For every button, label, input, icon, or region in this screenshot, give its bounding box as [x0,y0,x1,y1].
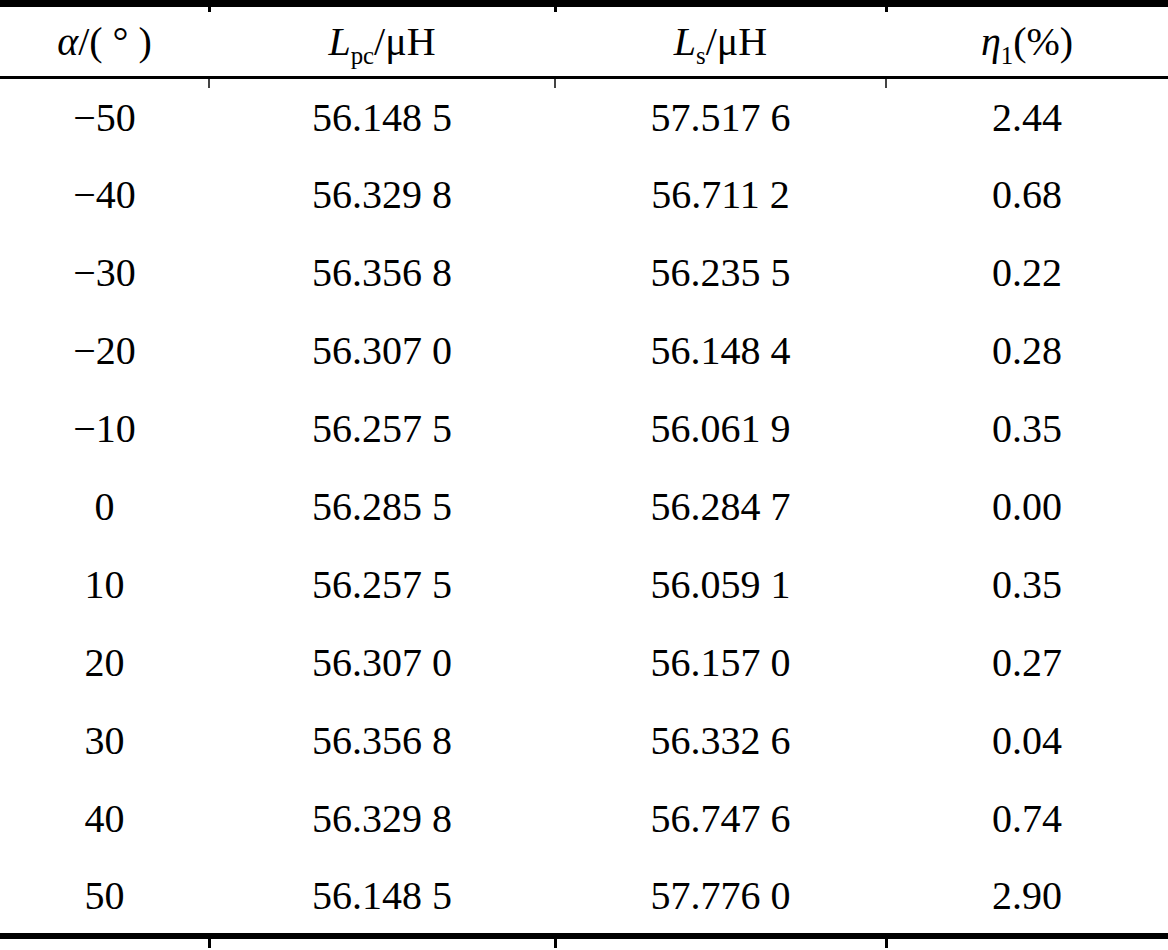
header-eta-symbol: η [981,19,1001,64]
table-cell: 30 [0,702,209,780]
table-cell: 0.28 [886,312,1168,390]
paper-table-page: α/( ° ) Lpc/μH Ls/μH η1(%) −5056.148 557… [0,0,1168,950]
header-ls-unit: /μH [706,19,767,64]
table-cell: 56.157 0 [555,624,886,702]
column-separator-tick [885,79,887,88]
table-cell: 0.04 [886,702,1168,780]
column-separator-tick [208,79,210,88]
column-separator-tick [554,0,557,12]
table-cell: 56.747 6 [555,780,886,858]
table-cell: 56.329 8 [209,780,555,858]
table-cell: −30 [0,234,209,312]
header-lpc-subscript: pc [351,42,374,69]
header-alpha-unit: /( ° ) [78,19,152,64]
table-cell: 0.68 [886,156,1168,234]
column-separator-tick [554,934,557,948]
table-cell: −50 [0,78,209,156]
table-row: −4056.329 856.711 20.68 [0,156,1168,234]
table-header-alpha: α/( ° ) [0,4,209,78]
table-cell: 10 [0,546,209,624]
header-alpha-symbol: α [57,19,78,64]
header-eta-unit: (%) [1013,19,1073,64]
inductance-table: α/( ° ) Lpc/μH Ls/μH η1(%) −5056.148 557… [0,0,1168,939]
table-row: 4056.329 856.747 60.74 [0,780,1168,858]
table-cell: 0.74 [886,780,1168,858]
header-lpc-unit: /μH [374,19,435,64]
table-cell: 20 [0,624,209,702]
table-cell: 0.22 [886,234,1168,312]
table-cell: 57.517 6 [555,78,886,156]
table-row: −5056.148 557.517 62.44 [0,78,1168,156]
table-cell: −20 [0,312,209,390]
table-row: 056.285 556.284 70.00 [0,468,1168,546]
table-cell: 50 [0,858,209,936]
table-cell: 0.00 [886,468,1168,546]
table-cell: 56.148 4 [555,312,886,390]
table-body: −5056.148 557.517 62.44−4056.329 856.711… [0,78,1168,936]
table-cell: 56.307 0 [209,312,555,390]
table-cell: 0.35 [886,546,1168,624]
column-separator-tick [554,79,556,88]
table-row: 1056.257 556.059 10.35 [0,546,1168,624]
table-header-eta: η1(%) [886,4,1168,78]
table-cell: 0 [0,468,209,546]
table-cell: 56.329 8 [209,156,555,234]
table-cell: 56.711 2 [555,156,886,234]
table-row: 3056.356 856.332 60.04 [0,702,1168,780]
table-cell: 2.90 [886,858,1168,936]
table-cell: 56.148 5 [209,78,555,156]
table-cell: 57.776 0 [555,858,886,936]
table-cell: 56.061 9 [555,390,886,468]
header-ls-symbol: L [674,19,696,64]
table-cell: 56.356 8 [209,702,555,780]
table-row: −1056.257 556.061 90.35 [0,390,1168,468]
column-separator-tick [885,934,888,948]
table-cell: 56.307 0 [209,624,555,702]
header-eta-subscript: 1 [1001,42,1013,69]
table-cell: −40 [0,156,209,234]
header-lpc-symbol: L [328,19,350,64]
table-cell: 56.356 8 [209,234,555,312]
table-cell: 56.332 6 [555,702,886,780]
table-cell: 0.27 [886,624,1168,702]
column-separator-tick [885,0,888,12]
column-separator-tick [208,934,211,948]
column-separator-tick [208,0,211,12]
table-row: 2056.307 056.157 00.27 [0,624,1168,702]
table-cell: 40 [0,780,209,858]
table-row: −2056.307 056.148 40.28 [0,312,1168,390]
table-cell: 56.257 5 [209,546,555,624]
table-cell: 0.35 [886,390,1168,468]
table-cell: 56.148 5 [209,858,555,936]
table-row: 5056.148 557.776 02.90 [0,858,1168,936]
table-header-row: α/( ° ) Lpc/μH Ls/μH η1(%) [0,4,1168,78]
table-cell: 56.059 1 [555,546,886,624]
table-cell: 56.285 5 [209,468,555,546]
table-header-lpc: Lpc/μH [209,4,555,78]
table-header-ls: Ls/μH [555,4,886,78]
table-cell: −10 [0,390,209,468]
header-ls-subscript: s [696,42,706,69]
table-cell: 56.235 5 [555,234,886,312]
table-cell: 56.257 5 [209,390,555,468]
table-cell: 56.284 7 [555,468,886,546]
table-cell: 2.44 [886,78,1168,156]
table-row: −3056.356 856.235 50.22 [0,234,1168,312]
